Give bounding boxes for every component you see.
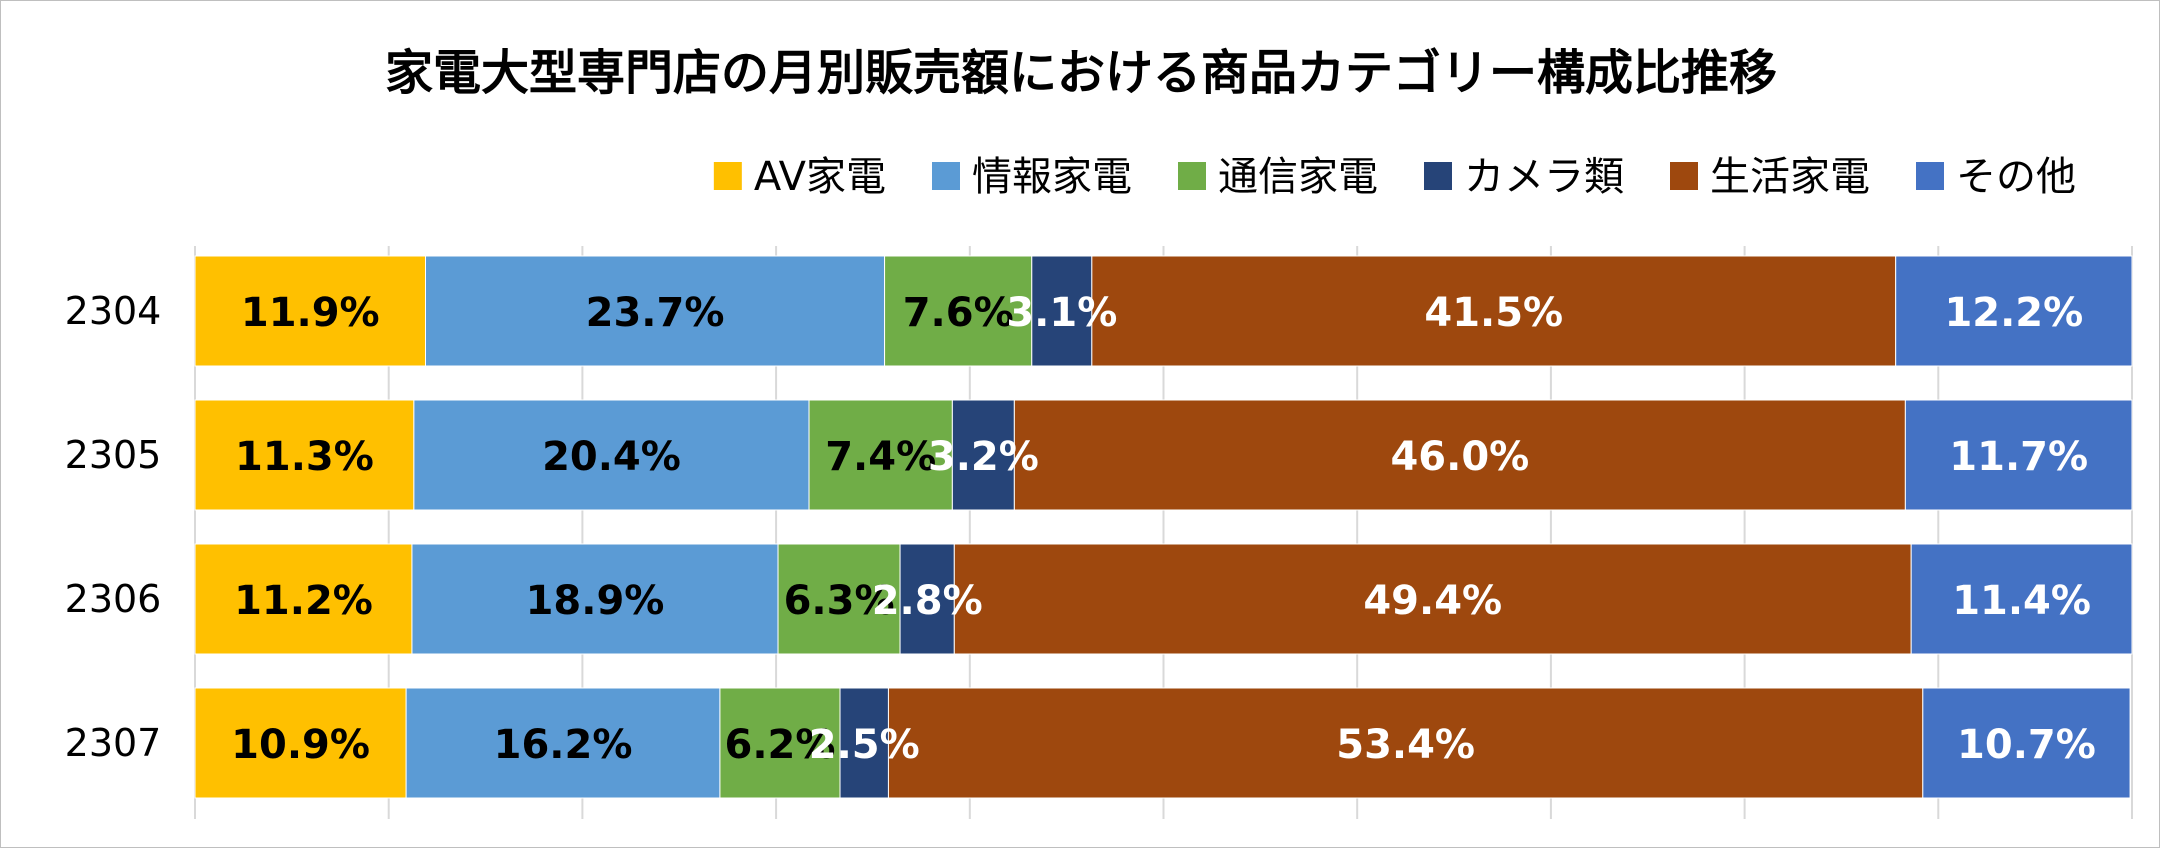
data-label: 41.5% [1424, 290, 1563, 336]
data-label: 10.7% [1957, 722, 2096, 768]
category-label: 2304 [65, 289, 162, 333]
bar-segment [839, 687, 889, 799]
legend-item: その他 [1916, 154, 2076, 200]
category-labels: 2304 2305 2306 2307 [65, 289, 162, 765]
bar-segment [194, 399, 415, 511]
legend: AV家電 情報家電 通信家電 カメラ類 生活家電 その他 [713, 154, 2076, 200]
bar-segment [1910, 543, 2133, 655]
legend-swatch [713, 162, 742, 190]
bar-segment [1922, 687, 2131, 799]
data-labels: 11.9% 23.7% 7.6%3.1% 41.5% 12.2% 11.3% 20.4% 7.… [231, 290, 2096, 768]
bar-segment [887, 687, 1924, 799]
bar-segment [953, 543, 1912, 655]
legend-swatch [1916, 162, 1944, 190]
bar-segment [951, 399, 1015, 511]
data-label: 20.4% [542, 434, 681, 480]
data-label: 11.2% [234, 578, 373, 624]
legend-swatch [1424, 162, 1452, 190]
data-label: 7.6% [903, 290, 1014, 336]
bar-segment [777, 543, 901, 655]
legend-label: AV家電 [754, 154, 886, 200]
data-label: 3.2% [928, 434, 1039, 480]
bar-segment [884, 255, 1033, 367]
legend-swatch [1670, 162, 1698, 190]
legend-item: AV家電 [713, 154, 886, 200]
bar-segment [1895, 255, 2133, 367]
data-label: 49.4% [1363, 578, 1502, 624]
bar-segment [194, 255, 427, 367]
data-label: 12.2% [1944, 290, 2083, 336]
data-label: 11.4% [1952, 578, 2091, 624]
legend-item: カメラ類 [1424, 154, 1624, 200]
data-label: 7.4% [825, 434, 936, 480]
category-label: 2306 [65, 577, 162, 621]
category-label: 2305 [65, 433, 162, 477]
data-label: 10.9% [231, 722, 370, 768]
data-label: 6.2% [725, 722, 836, 768]
data-label: 18.9% [526, 578, 665, 624]
data-label: 3.1% [1006, 290, 1117, 336]
legend-item: 生活家電 [1670, 154, 1870, 200]
data-label: 2.8% [872, 578, 983, 624]
data-label: 46.0% [1390, 434, 1529, 480]
bar-segment [405, 687, 721, 799]
legend-label: 情報家電 [972, 154, 1132, 200]
data-label: 11.9% [241, 290, 380, 336]
bar-segment [899, 543, 955, 655]
bar-segment [425, 255, 886, 367]
bar-segment [194, 543, 413, 655]
category-label: 2307 [65, 721, 162, 765]
legend-swatch [932, 162, 960, 190]
data-label: 53.4% [1336, 722, 1475, 768]
bars [194, 255, 2133, 799]
bar-segment [194, 687, 407, 799]
bar-segment [1031, 255, 1093, 367]
bar-segment [1091, 255, 1897, 367]
data-label: 16.2% [494, 722, 633, 768]
bar-segment [1013, 399, 1906, 511]
bar-segment [1904, 399, 2133, 511]
legend-label: 通信家電 [1218, 154, 1378, 200]
legend-label: 生活家電 [1710, 154, 1870, 200]
data-label: 23.7% [586, 290, 725, 336]
chart-title: 家電大型専門店の月別販売額における商品カテゴリー構成比推移 [385, 45, 1777, 101]
legend-label: カメラ類 [1464, 154, 1624, 200]
bar-segment [719, 687, 841, 799]
data-label: 6.3% [784, 578, 895, 624]
legend-swatch [1178, 162, 1206, 190]
legend-label: その他 [1956, 154, 2076, 200]
data-label: 2.5% [809, 722, 920, 768]
data-label: 11.7% [1949, 434, 2088, 480]
legend-item: 情報家電 [932, 154, 1132, 200]
data-label: 11.3% [235, 434, 374, 480]
legend-item: 通信家電 [1178, 154, 1378, 200]
bar-segment [411, 543, 779, 655]
bar-segment [808, 399, 953, 511]
